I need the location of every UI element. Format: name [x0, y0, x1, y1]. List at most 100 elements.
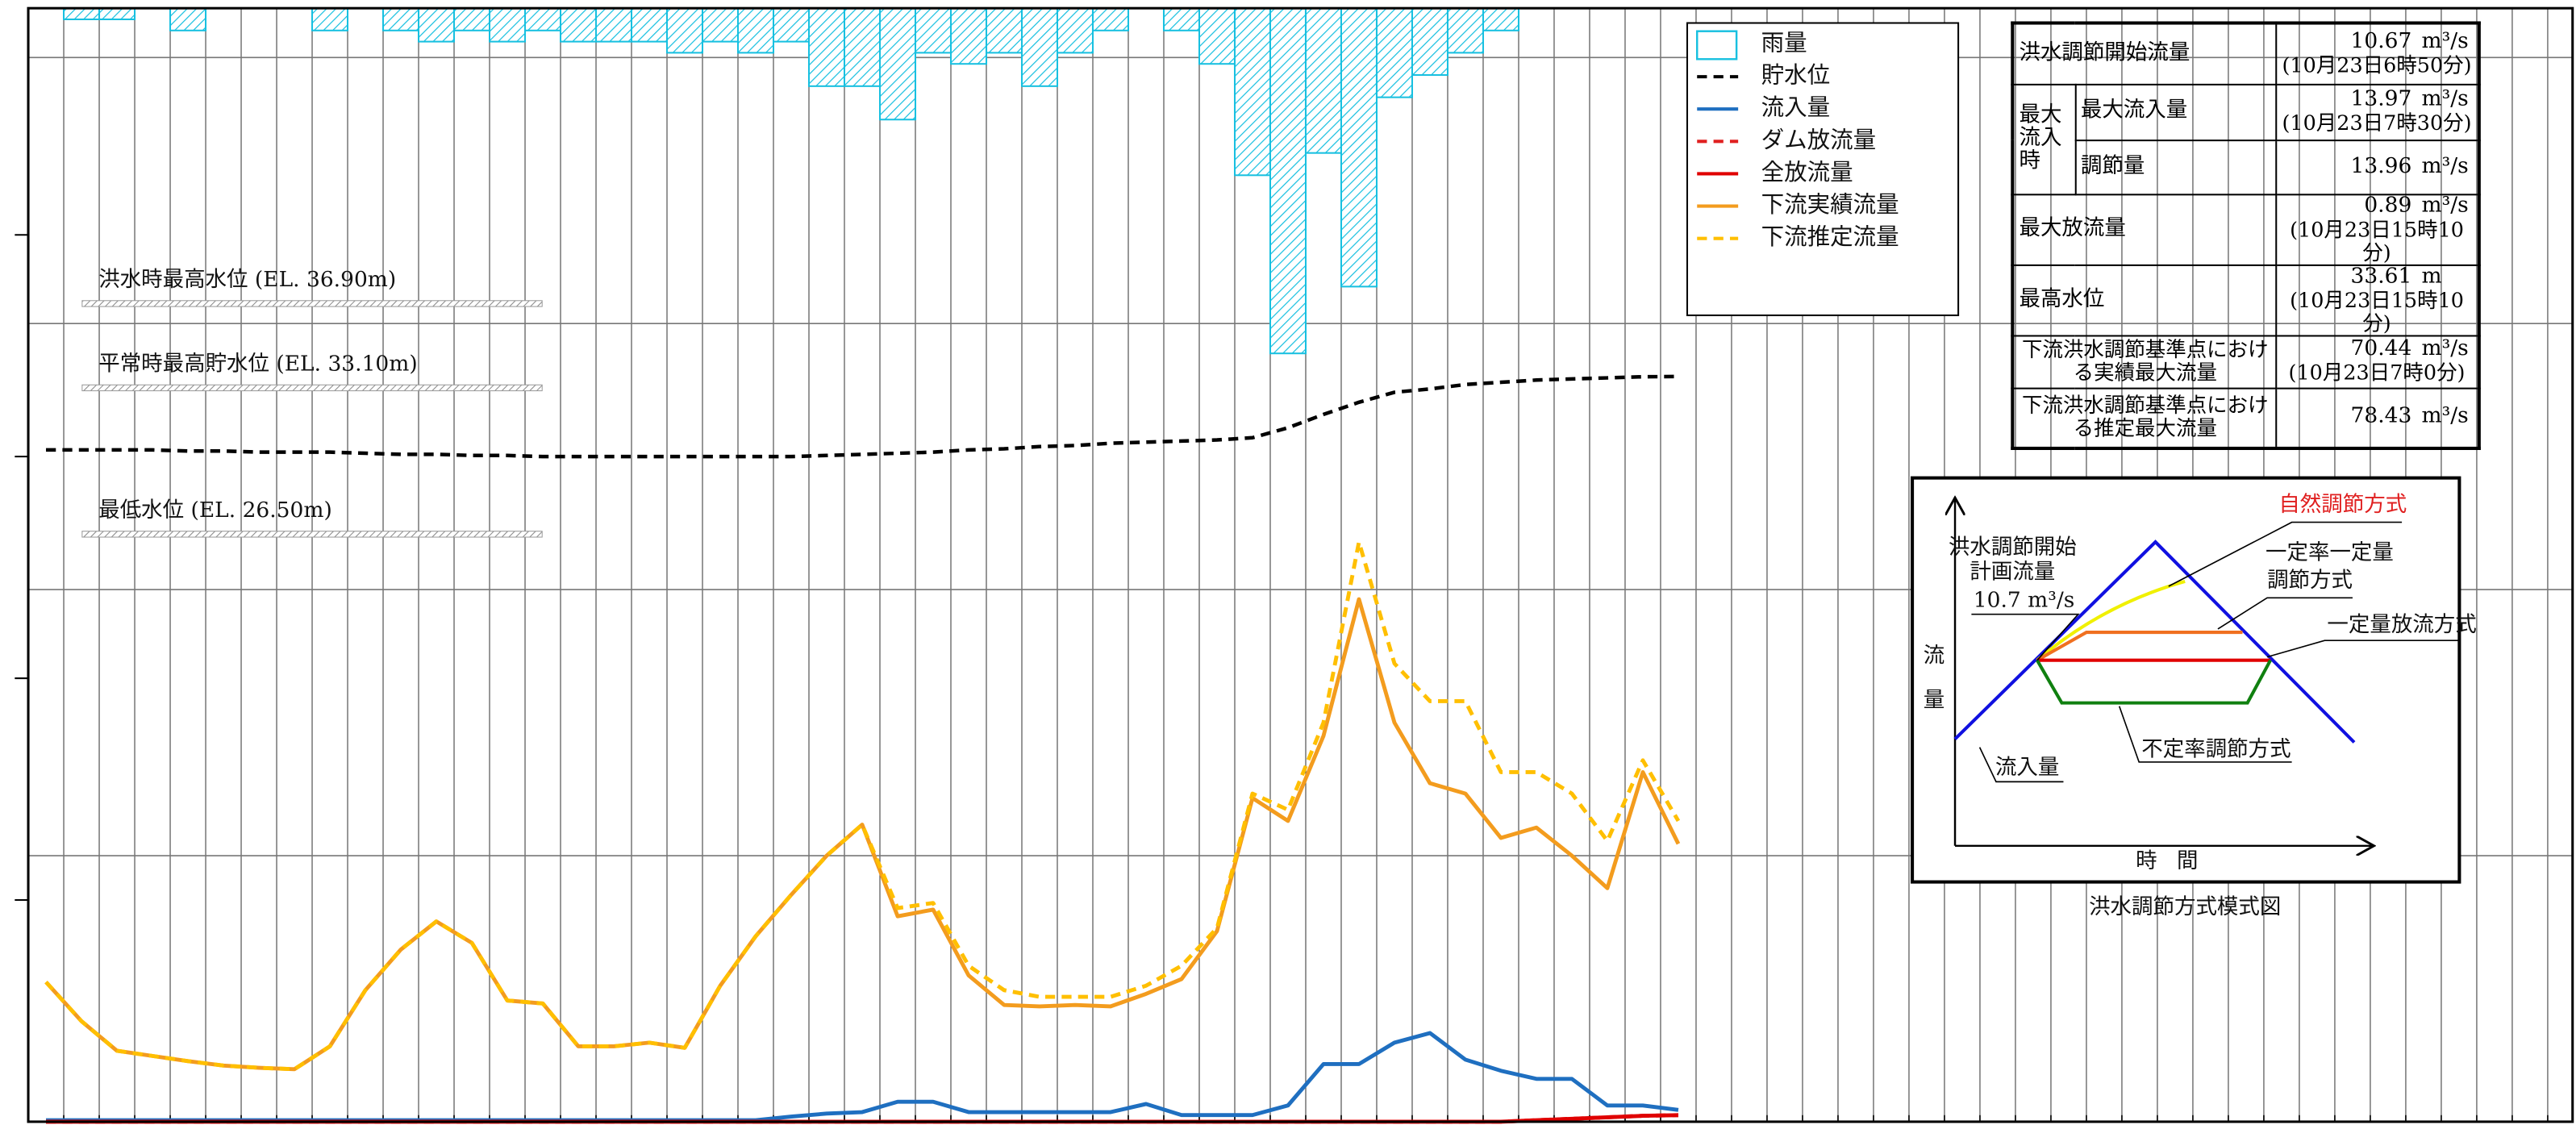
rain-bar	[98, 7, 136, 21]
table-time: (10月23日7時30分)	[2282, 110, 2472, 135]
table-unit: m³/s	[2421, 29, 2469, 54]
series-line	[46, 1031, 1679, 1123]
rain-bar	[594, 7, 633, 43]
rain-bar	[1233, 7, 1272, 177]
value-line: 0.89 m³/s	[2279, 194, 2474, 218]
rain-bar	[665, 7, 704, 54]
rain-bar	[1304, 7, 1343, 154]
table-row: 洪水調節開始流量 10.67 m³/s (10月23日6時50分)	[2011, 22, 2480, 85]
value-line: 33.61 m	[2279, 265, 2474, 289]
table-row: 下流洪水調節基準点における推定最大流量 78.43 m³/s	[2011, 386, 2480, 449]
rain-bar	[985, 7, 1023, 54]
table-group: 最大流入時	[2011, 82, 2076, 195]
rain-bar	[418, 7, 456, 43]
rain-bar	[489, 7, 527, 43]
table-label: 最大流入量	[2074, 82, 2277, 141]
legend-label: 下流推定流量	[1761, 223, 1899, 250]
rain-bar	[453, 7, 491, 31]
table-unit: m³/s	[2421, 404, 2469, 430]
table-value-cell: 0.89 m³/s (10月23日15時10分)	[2274, 193, 2480, 265]
table-unit: m³/s	[2421, 86, 2469, 112]
series-line	[44, 597, 1681, 1072]
table-value: 0.89	[2364, 193, 2412, 218]
schematic-label: 一定量放流方式	[2327, 612, 2476, 637]
rain-bar	[1269, 7, 1307, 355]
table-value: 13.96	[2350, 153, 2412, 178]
table-value-cell: 33.61 m (10月23日15時10分)	[2274, 263, 2480, 336]
table-time: (10月23日7時0分)	[2288, 359, 2466, 385]
table-value: 13.97	[2350, 86, 2412, 112]
table-row: 下流洪水調節基準点における実績最大流量 70.44 m³/s (10月23日7時0分)	[2011, 334, 2480, 389]
table-value-cell: 13.97 m³/s (10月23日7時30分)	[2274, 82, 2480, 141]
table-row: 調節量 13.96 m³/s	[2012, 139, 2480, 195]
plot-frame	[27, 6, 2574, 1123]
rain-bar	[63, 7, 101, 21]
schematic-box	[1911, 476, 2461, 884]
table-label: 洪水調節開始流量	[2011, 22, 2277, 85]
table-unit: m³/s	[2421, 336, 2469, 362]
rain-bar	[382, 7, 420, 31]
table-value: 33.61	[2350, 263, 2412, 289]
rain-bar	[807, 7, 846, 87]
table-label: 下流洪水調節基準点における実績最大流量	[2011, 334, 2277, 389]
table-unit: m	[2421, 263, 2442, 289]
rain-bar	[523, 7, 562, 31]
rain-bar	[1091, 7, 1130, 31]
rain-bar	[1056, 7, 1094, 54]
series-line	[44, 540, 1681, 1072]
reference-layer: 洪水時最高水位 (EL. 36.90m) 平常時最高貯水位 (EL. 33.10m…	[81, 267, 543, 538]
table-label: 下流洪水調節基準点における推定最大流量	[2011, 386, 2277, 449]
table-value-cell: 78.43 m³/s	[2274, 386, 2480, 449]
table-label: 最高水位	[2011, 263, 2277, 336]
rain-bar	[914, 7, 952, 54]
leader-line	[1978, 747, 2064, 783]
rain-bar	[878, 7, 917, 121]
reference-label: 最低水位 (EL. 26.50m)	[98, 498, 332, 523]
schematic-label: 調節方式	[2267, 568, 2353, 593]
reference-line	[81, 531, 543, 538]
rain-bar	[1020, 7, 1059, 87]
rain-bar	[1340, 7, 1378, 288]
schematic-y-label: 流量	[1919, 644, 1944, 732]
rain-bar	[843, 7, 882, 87]
schematic-label: 一定率一定量	[2265, 540, 2394, 565]
table-value-cell: 13.96 m³/s	[2274, 139, 2480, 195]
rain-bar	[1162, 7, 1201, 31]
table-row: 最高水位 33.61 m (10月23日15時10分)	[2011, 263, 2480, 336]
schematic-title: 洪水調節方式模式図	[2089, 894, 2281, 919]
schematic-natural	[2036, 579, 2186, 662]
series-line	[46, 374, 1678, 459]
reference-label: 洪水時最高水位 (EL. 36.90m)	[98, 267, 396, 292]
legend-label: 雨量	[1761, 29, 1807, 56]
table-time: (10月23日6時50分)	[2282, 52, 2472, 77]
table-value: 10.67	[2350, 29, 2412, 54]
table-label: 最大放流量	[2011, 193, 2277, 265]
data-layer	[44, 7, 1681, 1124]
rain-bar	[1411, 7, 1449, 77]
leader-line	[1971, 613, 2080, 661]
table-value: 70.44	[2350, 336, 2412, 362]
reference-line	[81, 300, 543, 307]
table-value-cell: 10.67 m³/s (10月23日6時50分)	[2274, 22, 2480, 85]
value-line: 10.67 m³/s	[2279, 29, 2474, 54]
rain-bar	[949, 7, 988, 65]
legend-label: 全放流量	[1761, 159, 1853, 185]
rain-bar	[736, 7, 775, 54]
legend-label: 下流実績流量	[1761, 191, 1899, 218]
value-line: 13.97 m³/s	[2279, 86, 2474, 112]
schematic-label: 不定率調節方式	[2141, 737, 2290, 762]
legend-label: 貯水位	[1761, 62, 1831, 89]
rain-bar	[772, 7, 811, 43]
value-line: 13.96 m³/s	[2279, 153, 2474, 178]
schematic-label: 洪水調節開始	[1949, 535, 2077, 560]
table-time: (10月23日15時10分)	[2290, 215, 2464, 264]
rain-bar	[1375, 7, 1414, 98]
schematic-label: 流入量	[1995, 755, 2059, 780]
legend-label: ダム放流量	[1761, 127, 1877, 153]
table-row: 最大放流量 0.89 m³/s (10月23日15時10分)	[2011, 193, 2480, 265]
schematic-label: 計画流量	[1970, 560, 2055, 585]
table-time: (10月23日15時10分)	[2290, 286, 2464, 335]
table-unit: m³/s	[2421, 153, 2469, 178]
